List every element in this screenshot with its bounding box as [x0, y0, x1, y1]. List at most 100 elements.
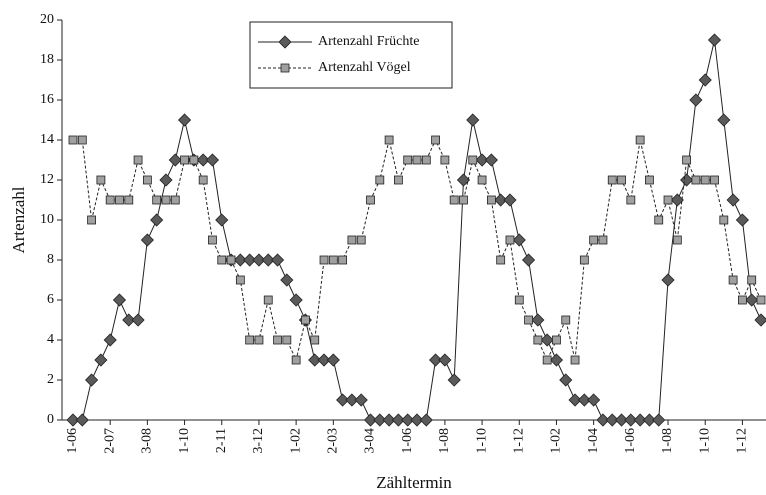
data-point — [484, 153, 498, 167]
data-point — [289, 293, 303, 307]
x-tick-label: 1-06 — [65, 428, 80, 454]
data-point — [217, 255, 227, 265]
data-point — [87, 215, 96, 225]
x-tick-label: 1-08 — [437, 428, 452, 454]
data-point — [161, 195, 171, 205]
data-point — [270, 253, 285, 267]
data-point — [235, 275, 245, 285]
data-point — [326, 353, 340, 367]
data-point — [700, 175, 710, 185]
x-tick-label: 1-06 — [400, 428, 415, 454]
data-point — [261, 253, 275, 267]
data-point — [607, 175, 617, 185]
data-point — [568, 393, 582, 407]
data-point — [642, 413, 656, 427]
data-point — [263, 295, 273, 305]
data-point — [354, 393, 368, 407]
data-point — [549, 353, 564, 367]
data-point — [347, 235, 357, 245]
x-tick-label: 1-02 — [549, 428, 564, 454]
y-tick-label: 2 — [47, 372, 54, 387]
data-point — [552, 335, 561, 345]
data-point — [577, 393, 591, 407]
data-point — [663, 195, 673, 205]
data-point — [159, 173, 173, 187]
data-point — [707, 33, 722, 47]
data-point — [142, 175, 152, 185]
data-point — [477, 175, 487, 185]
data-point — [105, 195, 115, 205]
data-point — [96, 175, 106, 185]
data-point — [635, 135, 645, 145]
y-tick-label: 14 — [40, 132, 54, 147]
data-point — [475, 153, 489, 167]
data-point — [561, 315, 571, 325]
data-point — [75, 413, 89, 427]
data-point — [596, 413, 610, 427]
y-tick-label: 16 — [40, 92, 54, 107]
x-tick-label: 1-10 — [474, 428, 489, 454]
data-point — [654, 215, 664, 225]
data-point — [614, 413, 629, 427]
data-point — [170, 195, 180, 205]
data-point — [66, 413, 80, 427]
legend-marker — [280, 63, 290, 73]
data-point — [503, 193, 517, 207]
data-point — [617, 175, 626, 185]
data-point — [178, 113, 192, 127]
data-point — [598, 235, 608, 245]
data-point — [579, 255, 589, 265]
legend-marker — [278, 35, 292, 49]
data-point — [459, 195, 468, 205]
data-point — [410, 413, 424, 427]
data-point — [468, 155, 478, 165]
data-point — [366, 195, 375, 205]
x-tick-label: 2-07 — [102, 428, 117, 454]
y-tick-label: 10 — [40, 212, 54, 227]
data-point — [373, 413, 387, 427]
data-point — [466, 113, 480, 127]
data-point — [505, 235, 515, 245]
data-point — [68, 135, 78, 145]
y-tick-label: 20 — [40, 12, 54, 27]
data-point — [419, 413, 433, 427]
data-point — [754, 313, 766, 327]
data-point — [338, 255, 348, 265]
x-tick-label: 1-10 — [697, 428, 712, 454]
data-point — [661, 273, 675, 287]
data-point — [412, 155, 422, 165]
x-tick-label: 1-04 — [586, 428, 601, 454]
data-point — [308, 353, 322, 367]
data-point — [710, 175, 719, 185]
x-tick-label: 1-12 — [735, 428, 750, 454]
data-point — [208, 235, 217, 245]
data-point — [150, 213, 164, 227]
data-point — [215, 213, 229, 227]
data-point — [531, 313, 545, 327]
data-point — [233, 253, 247, 267]
data-point — [540, 333, 554, 347]
data-point — [133, 155, 143, 165]
data-point — [514, 295, 524, 305]
data-point — [328, 255, 338, 265]
x-tick-label: 1-12 — [511, 428, 526, 454]
series-line — [73, 39, 762, 421]
data-point — [747, 275, 757, 285]
data-point — [735, 213, 749, 227]
data-point — [559, 373, 573, 387]
y-tick-label: 12 — [40, 172, 54, 187]
data-point — [726, 193, 740, 207]
data-point — [672, 235, 682, 245]
data-point — [624, 413, 638, 427]
x-tick-label: 3-08 — [140, 428, 155, 454]
data-point — [282, 335, 292, 345]
data-point — [745, 293, 759, 307]
data-point — [310, 335, 320, 345]
data-point — [291, 355, 301, 365]
y-tick-label: 6 — [47, 292, 54, 307]
x-tick-label: 1-10 — [177, 428, 192, 454]
data-point — [254, 335, 264, 345]
data-point — [140, 233, 154, 247]
data-point — [336, 393, 350, 407]
